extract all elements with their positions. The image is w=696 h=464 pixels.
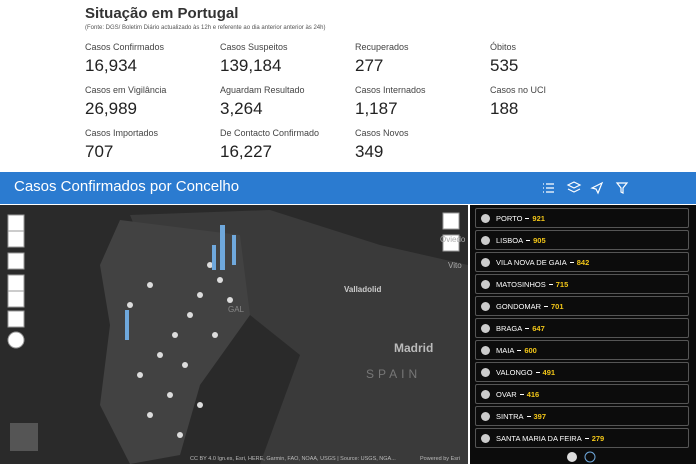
stat-label: De Contacto Confirmado [220, 128, 320, 138]
item-icon [481, 345, 490, 355]
map-label: Madrid [394, 341, 434, 355]
stat-label: Óbitos [490, 42, 517, 52]
stat-value: 16,934 [85, 56, 137, 75]
map[interactable]: Oviedo Vito Valladolid Madrid SPAIN GAL … [0, 205, 468, 464]
map-label: Oviedo [440, 235, 466, 244]
separator [569, 261, 574, 263]
item-value: 600 [524, 345, 537, 355]
map-canvas [7, 210, 468, 464]
item-name: MATOSINHOS [496, 279, 546, 289]
item-name: SINTRA [496, 411, 524, 421]
separator [517, 349, 522, 351]
item-name: VALONGO [496, 367, 533, 377]
item-value: 416 [526, 389, 540, 399]
item-value: 701 [551, 301, 564, 311]
item-icon [481, 279, 490, 289]
list-item[interactable]: SINTRA 397 [475, 406, 689, 426]
item-value: 905 [533, 235, 546, 245]
stat-value: 26,989 [85, 99, 137, 118]
list-item[interactable]: VILA NOVA DE GAIA 842 [475, 252, 689, 272]
stat-label: Casos Suspeitos [220, 42, 288, 52]
item-value: 715 [555, 279, 569, 289]
attribution: CC BY 4.0 Ign.es, Esri, HERE, Garmin, FA… [190, 456, 396, 462]
list-item[interactable]: OVAR 416 [475, 384, 689, 404]
stat-label: Casos Confirmados [85, 42, 165, 52]
list-item[interactable]: MATOSINHOS 715 [475, 274, 689, 294]
item-icon [481, 301, 490, 311]
item-icon [481, 367, 490, 377]
list-item[interactable]: VALONGO 491 [475, 362, 689, 382]
list-item[interactable]: PORTO 921 [475, 208, 689, 228]
item-name: LISBOA [496, 235, 524, 245]
item-name: PORTO [496, 213, 523, 223]
item-value: 842 [576, 257, 590, 267]
separator [525, 327, 530, 329]
item-name: SANTA MARIA DA FEIRA [496, 433, 582, 443]
item-icon [481, 235, 490, 245]
list-item[interactable]: GONDOMAR 701 [475, 296, 689, 316]
list-panel: PORTO 921 LISBOA 905 VILA NOVA DE GAIA 842 MAT… [470, 205, 696, 464]
map-label: SPAIN [366, 367, 422, 381]
list-item[interactable]: MAIA 600 [475, 340, 689, 360]
separator [526, 415, 531, 417]
item-icon [481, 323, 490, 333]
stat-value: 188 [490, 99, 519, 118]
item-value: 279 [591, 433, 605, 443]
stat-value: 139,184 [220, 56, 282, 75]
map-label: GAL [228, 305, 245, 314]
item-icon [481, 433, 490, 443]
item-icon [481, 257, 490, 267]
stat-label: Recuperados [355, 42, 409, 52]
stat-label: Casos no UCI [490, 85, 547, 95]
item-name: BRAGA [496, 323, 523, 333]
stat-value: 349 [355, 142, 384, 161]
separator [519, 393, 524, 395]
pager[interactable] [564, 450, 604, 464]
panel-header: Casos Confirmados por Concelho [0, 172, 696, 204]
stat-label: Casos Importados [85, 128, 159, 138]
stat-label: Casos Novos [355, 128, 409, 138]
item-icon [481, 411, 490, 421]
item-value: 397 [533, 411, 547, 421]
separator [535, 371, 540, 373]
list-item[interactable]: SANTA MARIA DA FEIRA 279 [475, 428, 689, 448]
item-value: 647 [532, 323, 545, 333]
list-item[interactable]: LISBOA 905 [475, 230, 689, 250]
item-name: OVAR [496, 389, 517, 399]
item-name: GONDOMAR [496, 301, 541, 311]
separator [584, 437, 589, 439]
toolbar[interactable] [540, 180, 635, 196]
stat-value: 707 [85, 142, 114, 161]
item-icon [481, 389, 490, 399]
stat-label: Casos em Vigilância [85, 85, 167, 95]
item-name: VILA NOVA DE GAIA [496, 257, 567, 267]
stat-value: 277 [355, 56, 384, 75]
list-item[interactable]: BRAGA 647 [475, 318, 689, 338]
stat-value: 16,227 [220, 142, 272, 161]
separator [526, 239, 531, 241]
item-value: 921 [532, 213, 545, 223]
item-icon [481, 213, 490, 223]
title: Situação em Portugal [85, 5, 239, 22]
item-value: 491 [542, 367, 556, 377]
panel-title: Casos Confirmados por Concelho [14, 178, 240, 195]
powered-by: Powered by Esri [420, 456, 461, 462]
map-label: Vito [448, 261, 462, 270]
stat-value: 1,187 [355, 99, 398, 118]
stat-value: 3,264 [220, 99, 263, 118]
source: (Fonte: DGS/ Boletim Diário actualizado … [85, 25, 326, 31]
separator [548, 283, 553, 285]
map-label: Valladolid [344, 285, 382, 294]
stat-label: Casos Internados [355, 85, 426, 95]
item-name: MAIA [496, 345, 515, 355]
stat-value: 535 [490, 56, 519, 75]
separator [544, 305, 548, 307]
stat-label: Aguardam Resultado [220, 85, 305, 95]
separator [525, 217, 530, 219]
